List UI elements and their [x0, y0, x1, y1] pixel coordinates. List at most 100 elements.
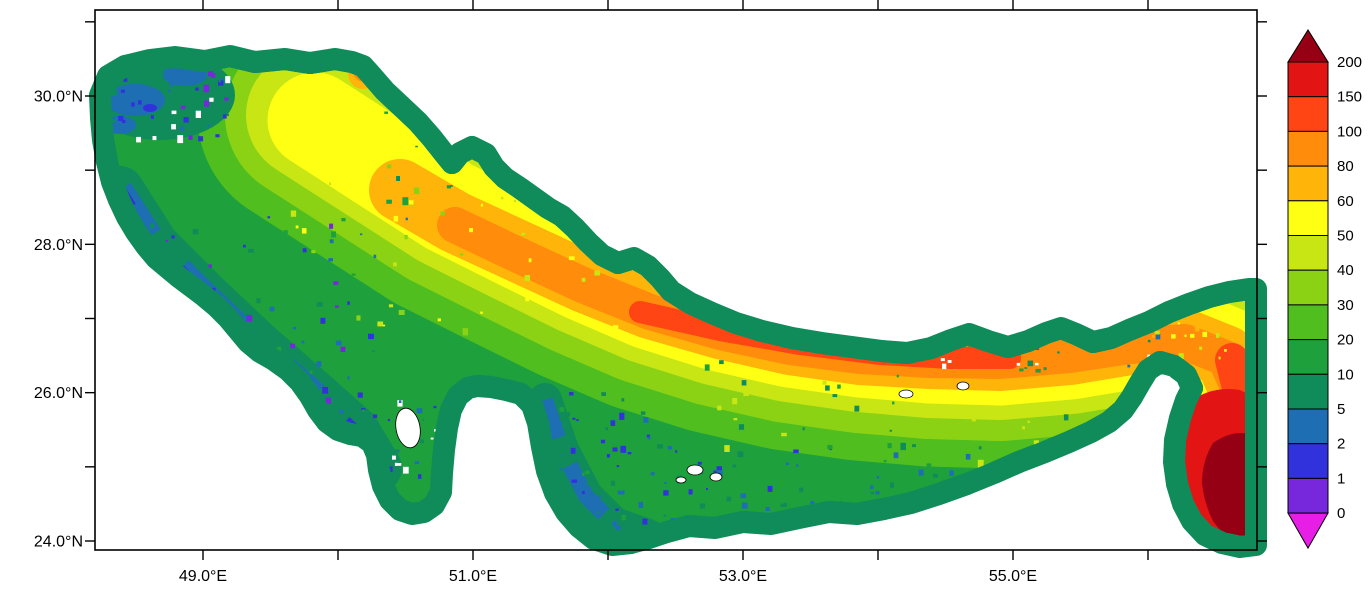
speck	[580, 124, 585, 130]
speck	[741, 502, 748, 509]
speck	[1224, 349, 1227, 352]
speck	[1178, 353, 1184, 359]
speck	[1152, 335, 1155, 338]
speck	[593, 112, 598, 118]
speck	[440, 211, 445, 216]
speck	[446, 185, 451, 189]
speck	[132, 305, 139, 310]
speck	[854, 405, 860, 412]
speck	[131, 338, 135, 342]
speck	[295, 225, 299, 229]
speck	[612, 447, 618, 452]
speck	[316, 302, 323, 307]
speck	[1127, 364, 1131, 368]
speck	[664, 482, 667, 484]
speck	[218, 80, 224, 86]
speck	[1022, 426, 1025, 430]
speck	[978, 446, 982, 450]
deep-basin-over-200	[1202, 433, 1256, 543]
speck	[837, 384, 841, 389]
colorbar-cell	[1287, 61, 1329, 98]
speck	[316, 361, 322, 367]
speck	[893, 452, 899, 459]
speck	[325, 397, 332, 404]
speck	[179, 126, 185, 131]
speck	[301, 228, 307, 234]
speck	[883, 459, 887, 463]
speck	[684, 193, 690, 200]
speck	[646, 434, 650, 438]
speck	[657, 436, 660, 441]
speck	[912, 444, 916, 448]
speck	[780, 503, 786, 507]
speck	[603, 170, 610, 175]
speck	[413, 187, 420, 195]
colorbar-tick-label: 100	[1337, 123, 1362, 140]
speck	[647, 436, 651, 440]
speck	[175, 400, 181, 406]
speck	[382, 324, 386, 327]
speck	[553, 170, 558, 174]
speck	[207, 124, 210, 127]
speck	[1027, 420, 1030, 423]
speck	[949, 470, 954, 476]
speck	[581, 277, 586, 282]
speck	[335, 340, 342, 346]
speck	[257, 375, 260, 378]
speck	[652, 176, 657, 182]
colorbar-cell	[1287, 269, 1329, 306]
colorbar-tick-label: 200	[1337, 54, 1362, 71]
speck	[657, 444, 663, 449]
speck	[957, 503, 963, 508]
speck	[1043, 367, 1047, 371]
speck	[699, 503, 706, 509]
speck	[713, 470, 717, 473]
speck	[1215, 333, 1220, 338]
speck	[719, 441, 722, 445]
speck	[621, 398, 625, 402]
colorbar-tick-label: 1	[1337, 470, 1345, 487]
speck	[301, 340, 305, 344]
speck	[219, 78, 224, 82]
speck	[578, 110, 582, 114]
colorbar-cell	[1287, 408, 1329, 445]
speck	[474, 115, 477, 117]
speck	[585, 470, 590, 475]
speck	[165, 240, 169, 242]
speck	[615, 525, 621, 531]
colorbar-cell	[1287, 96, 1329, 132]
speck	[101, 59, 105, 65]
island-small-7	[898, 389, 914, 399]
speck	[1088, 325, 1092, 328]
speck	[387, 419, 390, 422]
speck	[566, 129, 571, 132]
speck	[576, 419, 579, 422]
speck	[607, 124, 613, 133]
speck	[620, 445, 627, 453]
speck	[195, 110, 201, 118]
colorbar-tick-label: 40	[1337, 262, 1354, 279]
speck	[825, 385, 830, 391]
speck	[638, 501, 644, 508]
speck	[434, 429, 437, 432]
speck	[1024, 367, 1028, 369]
speck	[351, 273, 356, 276]
speck	[213, 392, 219, 400]
speck	[627, 452, 632, 455]
speck	[248, 248, 254, 253]
speck	[1023, 506, 1028, 509]
speck	[1004, 316, 1008, 319]
speck	[1199, 346, 1203, 350]
speck	[1027, 360, 1034, 367]
x-tick-label: 51.0°E	[449, 568, 497, 585]
speck	[875, 490, 880, 495]
speck	[333, 281, 339, 285]
speck	[716, 470, 723, 476]
speck	[500, 126, 503, 129]
speck	[499, 151, 502, 155]
speck	[150, 223, 155, 229]
speck	[223, 114, 227, 119]
speck	[924, 483, 928, 487]
speck	[706, 488, 708, 490]
speck	[361, 409, 365, 412]
